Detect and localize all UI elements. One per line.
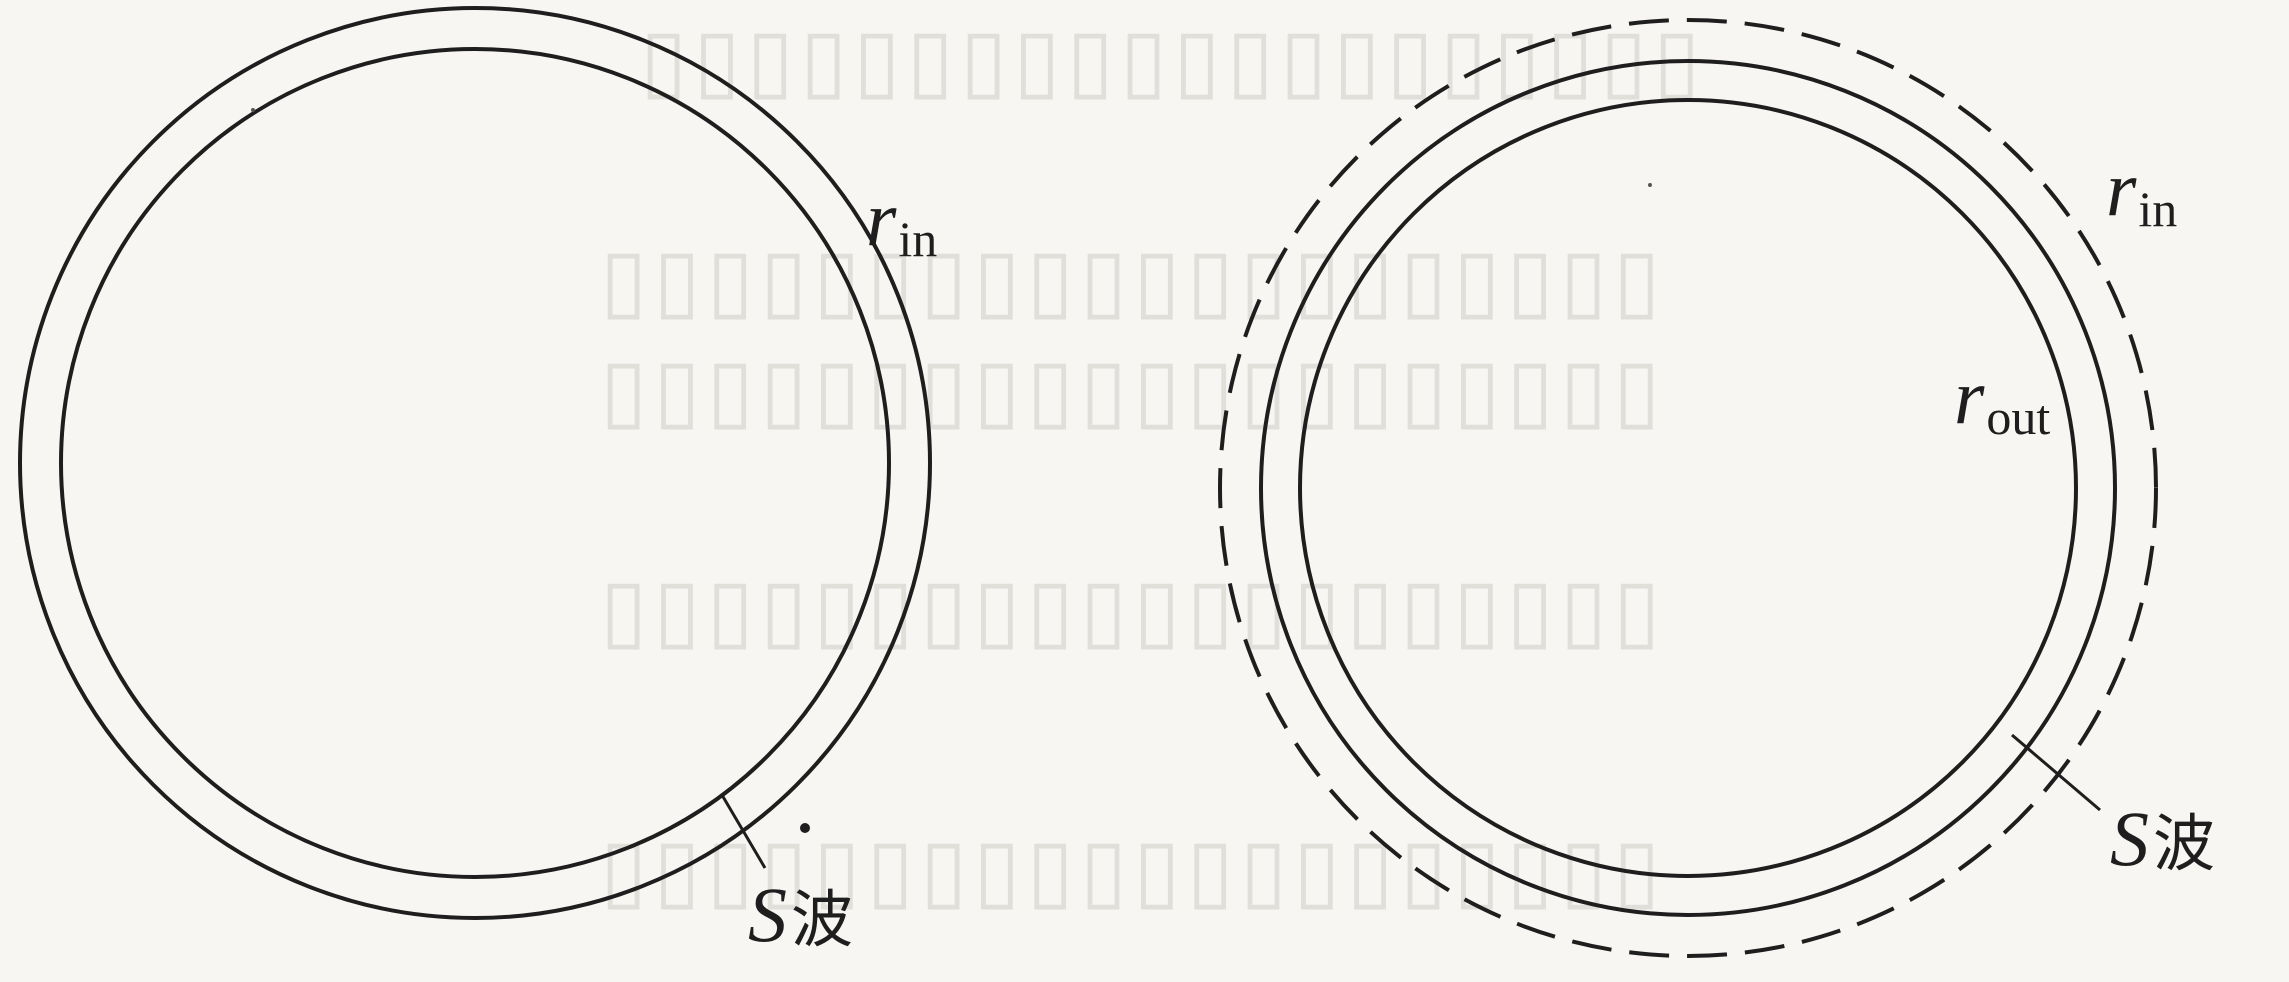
r-in-label: rin bbox=[866, 180, 938, 267]
s-wave-leader-line bbox=[2011, 733, 2101, 812]
r-out-symbol: r bbox=[1954, 353, 1985, 440]
outer-solid-circle bbox=[18, 6, 932, 920]
bleed-through-text: ▯▯▯▯▯▯▯▯▯▯▯▯▯▯▯▯▯▯▯▯ bbox=[600, 340, 1667, 440]
r-out-subscript: out bbox=[1986, 389, 2051, 445]
s-wave-symbol: S bbox=[748, 871, 787, 958]
r-out-label: rout bbox=[1954, 358, 2051, 445]
r-in-symbol: r bbox=[2106, 145, 2137, 232]
bleed-through-text: ▯▯▯▯▯▯▯▯▯▯▯▯▯▯▯▯▯▯▯▯ bbox=[600, 230, 1667, 330]
inner-solid-circle bbox=[1298, 98, 2078, 878]
bleed-through-text: ▯▯▯▯▯▯▯▯▯▯▯▯▯▯▯▯▯▯▯▯ bbox=[600, 560, 1667, 660]
left-diagram bbox=[18, 6, 932, 920]
s-wave-label: S波 bbox=[2110, 800, 2215, 878]
s-wave-leader-line bbox=[720, 794, 767, 869]
s-wave-text: 波 bbox=[791, 883, 854, 956]
speck bbox=[1648, 183, 1652, 187]
s-wave-symbol: S bbox=[2110, 795, 2149, 882]
s-wave-label: S波 bbox=[748, 876, 853, 954]
right-diagram bbox=[1218, 18, 2158, 958]
r-in-subscript: in bbox=[2138, 181, 2178, 237]
r-in-label: rin bbox=[2106, 150, 2178, 237]
speck bbox=[251, 108, 255, 112]
middle-solid-circle bbox=[1259, 59, 2117, 917]
r-in-symbol: r bbox=[866, 175, 897, 262]
s-wave-text: 波 bbox=[2153, 807, 2216, 880]
r-in-subscript: in bbox=[898, 211, 938, 267]
outer-dashed-circle bbox=[1218, 18, 2158, 958]
bleed-through-text: ▯▯▯▯▯▯▯▯▯▯▯▯▯▯▯▯▯▯▯▯ bbox=[600, 820, 1667, 920]
inner-solid-circle bbox=[59, 47, 891, 879]
speck bbox=[800, 823, 810, 833]
